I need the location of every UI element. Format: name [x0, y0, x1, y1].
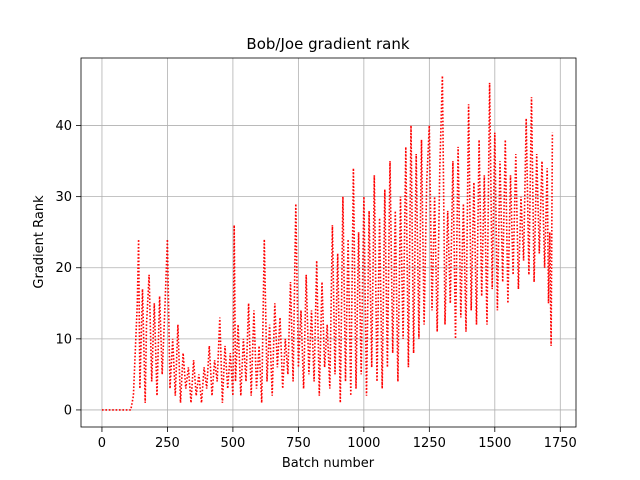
- x-tick-label: 250: [155, 436, 180, 451]
- series-line: [102, 75, 554, 411]
- x-tick-label: 750: [286, 436, 311, 451]
- plot-frame: [80, 57, 577, 428]
- x-tick-label: 1500: [478, 436, 511, 451]
- y-tick-label: 30: [55, 190, 72, 205]
- x-tick-label: 500: [220, 436, 245, 451]
- chart-title: Bob/Joe gradient rank: [246, 35, 409, 53]
- y-tick-label: 40: [55, 119, 72, 134]
- x-tick-label: 1250: [413, 436, 446, 451]
- y-axis-label: Gradient Rank: [32, 195, 47, 289]
- x-tick-label: 1750: [544, 436, 577, 451]
- y-axis-ticks: 0 10 20 30 40: [55, 119, 81, 418]
- series-layer: [102, 75, 554, 411]
- y-tick-label: 0: [64, 403, 72, 418]
- x-tick-label: 0: [98, 436, 106, 451]
- x-axis-label: Batch number: [282, 456, 375, 471]
- y-tick-label: 20: [55, 261, 72, 276]
- x-tick-label: 1000: [347, 436, 380, 451]
- y-tick-label: 10: [55, 332, 72, 347]
- x-axis-ticks: 0 250 500 750 1000 1250 1500 1750: [98, 427, 577, 451]
